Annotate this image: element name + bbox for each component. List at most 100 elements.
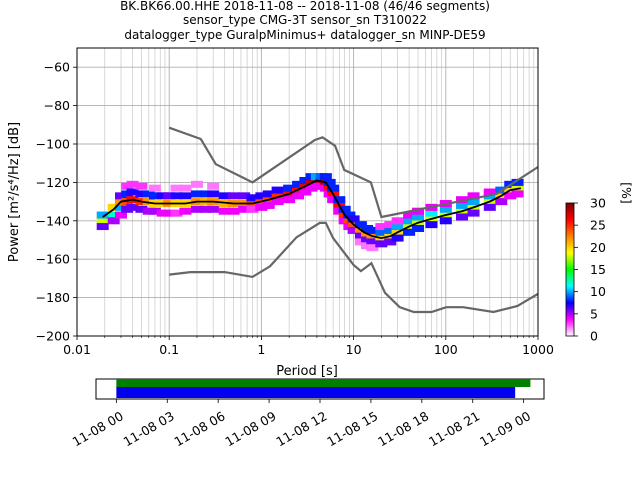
heatmap-cell	[391, 223, 404, 231]
heatmap-cell	[179, 192, 192, 200]
heatmap-cell	[299, 188, 312, 196]
y-tick-label: −200	[36, 329, 70, 344]
timeline-tick-label: 11-08 21	[426, 408, 482, 449]
y-tick-label: −80	[44, 98, 70, 113]
heatmap-cell	[107, 217, 120, 225]
heatmap-cell	[412, 213, 425, 221]
heatmap-cell	[107, 211, 120, 219]
heatmap-cell	[207, 182, 220, 190]
heatmap-cell	[327, 196, 340, 204]
heatmap-cell	[190, 180, 203, 188]
heatmap-cell	[343, 211, 356, 219]
x-tick-label: 100	[434, 342, 458, 357]
heatmap-cell	[403, 228, 416, 236]
colorbar-tick-label: 20	[590, 240, 606, 255]
colorbar-tick-label: 10	[590, 284, 606, 299]
y-tick-label: −100	[36, 137, 70, 152]
x-tick-label: 10	[346, 342, 362, 357]
heatmap-cell	[179, 184, 192, 192]
mode-line	[102, 179, 521, 240]
title-line-3: datalogger_type GuralpMinimus+ datalogge…	[124, 28, 485, 42]
heatmap-cell	[323, 178, 336, 186]
y-tick-label: −160	[36, 252, 70, 267]
heatmap-cell	[456, 196, 469, 204]
heatmap-cell	[511, 178, 524, 186]
mode-curve	[102, 179, 521, 240]
heatmap-cell	[292, 180, 305, 188]
timeline-tick-label: 11-09 00	[477, 408, 533, 449]
data-availability-bar	[116, 379, 531, 387]
y-tick-label: −180	[36, 290, 70, 305]
heatmap-cell	[227, 192, 240, 200]
heatmap-cell	[96, 211, 109, 219]
heatmap-cell	[135, 190, 148, 198]
heatmap-cell	[403, 217, 416, 225]
y-tick-label: −140	[36, 213, 70, 228]
heatmap-cell	[135, 205, 148, 213]
heatmap-cell	[338, 205, 351, 213]
timeline-tick-label: 11-08 12	[273, 408, 329, 449]
x-tick-label: 0.01	[63, 342, 91, 357]
heatmap-cell	[207, 205, 220, 213]
heatmap-cell	[246, 205, 259, 213]
heatmap-cell	[96, 217, 109, 225]
heatmap-cell	[114, 203, 127, 211]
heatmap-cell	[483, 203, 496, 211]
heatmap-cell	[319, 173, 332, 181]
heatmap-cell	[246, 194, 259, 202]
heatmap-cell	[156, 192, 169, 200]
heatmap-cell	[439, 205, 452, 213]
heatmap-cell	[467, 209, 480, 217]
heatmap-cell	[299, 176, 312, 184]
low-noise-model-line	[169, 221, 538, 314]
heatmap-cell	[354, 232, 367, 240]
heatmap-cell	[271, 192, 284, 200]
heatmap-cell	[467, 198, 480, 206]
heatmap-cell	[375, 228, 388, 236]
heatmap-cell	[163, 192, 176, 200]
heatmap-cell	[403, 211, 416, 219]
heatmap-cell	[347, 215, 360, 223]
psd-coverage-bar	[116, 387, 516, 398]
heatmap-cell	[366, 238, 379, 246]
heatmap-cell	[126, 188, 139, 196]
y-axis-ticks: −60 −80 −100 −120 −140 −160 −180 −200	[36, 60, 77, 344]
heatmap-cell	[96, 223, 109, 231]
heatmap-cell	[135, 182, 148, 190]
heatmap-cell	[255, 203, 268, 211]
heatmap-cell	[142, 207, 155, 215]
heatmap-cell	[170, 209, 183, 217]
high-noise-model-line	[168, 126, 538, 219]
colorbar-tick-label: 25	[590, 218, 606, 233]
title-line-2: sensor_type CMG-3T sensor_sn T310022	[183, 13, 427, 27]
heatmap-cell	[292, 192, 305, 200]
heatmap-cell	[391, 217, 404, 225]
heatmap-cell	[504, 192, 517, 200]
heatmap-cell	[199, 205, 212, 213]
timeline-tick-label: 11-08 00	[70, 408, 126, 449]
heatmap-cell	[375, 240, 388, 248]
heatmap-cell	[148, 192, 161, 200]
colorbar-tick-label: 0	[590, 329, 598, 344]
colorbar-tick-label: 30	[590, 196, 606, 211]
heatmap-cell	[384, 238, 397, 246]
heatmap-cell	[179, 207, 192, 215]
heatmap-cell	[495, 198, 508, 206]
colorbar: 0 5 10 15 20 25 30 [%]	[565, 182, 634, 344]
heatmap-cell	[283, 196, 296, 204]
heatmap-cell	[333, 196, 346, 204]
x-tick-label: 1000	[522, 342, 554, 357]
timeline-bars	[116, 379, 531, 398]
heatmap-cell	[375, 223, 388, 231]
colorbar-tick-label: 5	[590, 306, 598, 321]
grid-lines	[76, 48, 538, 337]
timeline-tick-label: 11-08 06	[172, 408, 228, 449]
plot-frame	[76, 47, 539, 337]
heatmap-cell	[439, 217, 452, 225]
heatmap-cell	[354, 238, 367, 246]
heatmap-cell	[271, 198, 284, 206]
heatmap-cell	[366, 226, 379, 234]
heatmap-cell	[142, 198, 155, 206]
